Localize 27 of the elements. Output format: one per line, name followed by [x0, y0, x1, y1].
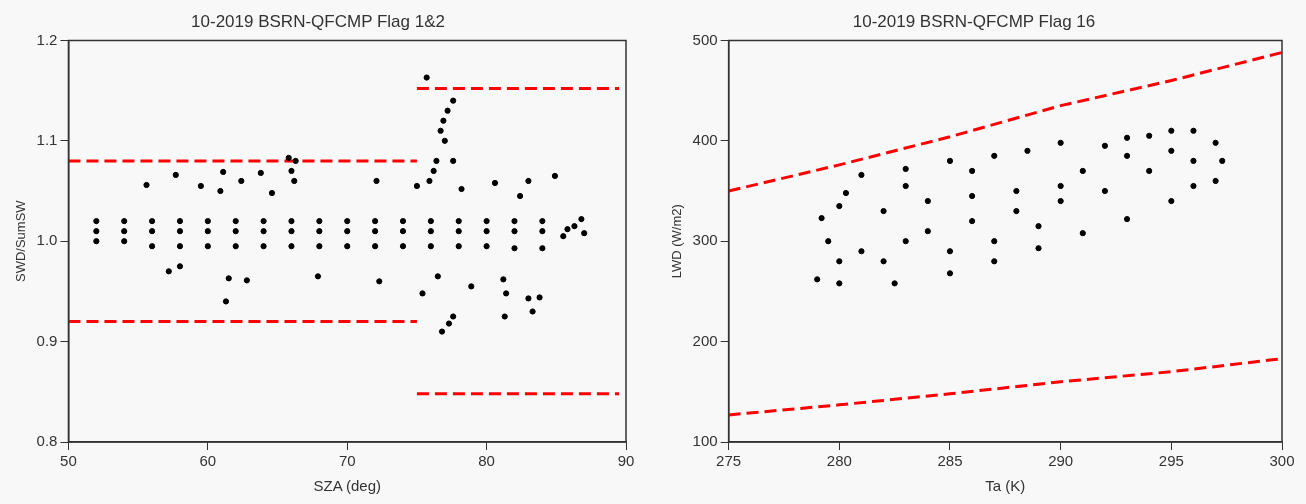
- y-tick-label: 1.0: [36, 231, 58, 249]
- x-tick-label: 50: [60, 452, 77, 470]
- x-tick-label: 280: [826, 452, 852, 470]
- x-tick-label: 70: [338, 452, 356, 470]
- x-tick-label: 90: [617, 452, 635, 470]
- y-tick-label: 100: [692, 432, 718, 450]
- y-tick-label: 300: [692, 231, 718, 249]
- y-axis-title: LWD (W/m2): [669, 204, 685, 279]
- y-tick-label: 500: [692, 30, 718, 48]
- y-tick-label: 0.8: [36, 432, 58, 450]
- x-tick-label: 290: [1048, 452, 1074, 470]
- y-tick-label: 1.2: [36, 30, 58, 48]
- x-tick-label: 300: [1269, 452, 1295, 470]
- y-tick-label: 1.1: [36, 130, 58, 148]
- x-axis-title: Ta (K): [985, 477, 1026, 495]
- y-tick-label: 400: [692, 130, 718, 148]
- y-tick-label: 200: [692, 331, 718, 349]
- chart-title: 10-2019 BSRN-QFCMP Flag 1&2: [191, 11, 445, 31]
- x-tick-label: 285: [937, 452, 963, 470]
- x-tick-label: 295: [1158, 452, 1184, 470]
- y-tick-label: 0.9: [36, 331, 58, 349]
- x-tick-label: 80: [478, 452, 495, 470]
- y-axis-title: SWD/SumSW: [13, 199, 29, 283]
- x-axis-title: SZA (deg): [313, 477, 381, 495]
- chart-title: 10-2019 BSRN-QFCMP Flag 16: [852, 11, 1096, 31]
- x-tick-label: 275: [716, 452, 742, 470]
- x-tick-label: 60: [199, 452, 217, 470]
